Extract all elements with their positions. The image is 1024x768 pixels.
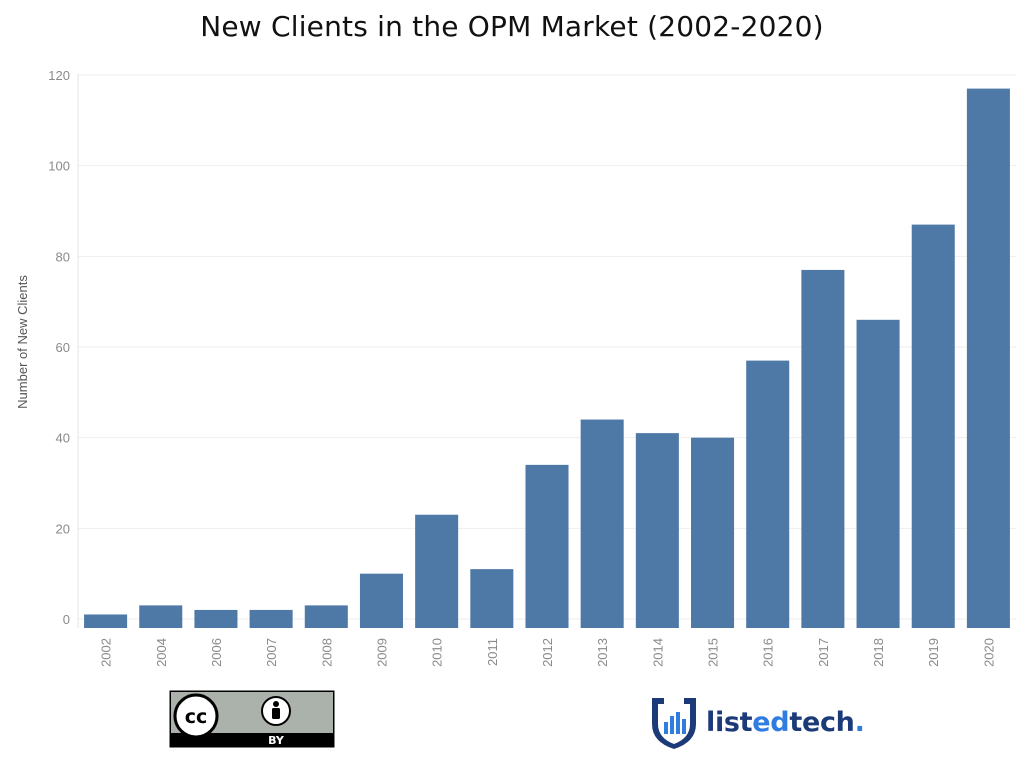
x-tick-label: 2002: [99, 638, 114, 667]
x-tick-label: 2013: [595, 638, 610, 667]
x-tick-label: 2014: [650, 638, 665, 667]
bar-2007: [249, 609, 293, 628]
listedtech-shield-icon: [652, 698, 696, 749]
bar-2010: [415, 514, 459, 628]
bar-2012: [525, 464, 569, 628]
bar-2008: [304, 605, 348, 628]
x-tick-label: 2017: [816, 638, 831, 667]
x-tick-label: 2009: [374, 638, 389, 667]
bar-2018: [856, 319, 900, 628]
listedtech-wordmark: listedtech.: [706, 706, 865, 738]
x-tick-label: 2007: [264, 638, 279, 667]
y-tick-label: 80: [56, 249, 70, 264]
y-tick-label: 100: [48, 159, 70, 174]
bar-2016: [746, 360, 790, 628]
bar-2002: [84, 614, 128, 628]
y-tick-label: 60: [56, 340, 70, 355]
y-tick-label: 120: [48, 68, 70, 83]
x-tick-label: 2018: [871, 638, 886, 667]
svg-text:cc: cc: [185, 706, 208, 728]
cc-by-license-badge: cc BY: [169, 690, 335, 748]
x-tick-label: 2010: [430, 638, 445, 667]
bar-2009: [359, 573, 403, 628]
bar-2019: [911, 224, 955, 628]
bar-2004: [139, 605, 183, 628]
y-tick-label: 20: [56, 521, 70, 536]
x-tick-label: 2004: [154, 638, 169, 667]
x-tick-label: 2019: [926, 638, 941, 667]
y-tick-label: 40: [56, 431, 70, 446]
chart-title: New Clients in the OPM Market (2002-2020…: [200, 10, 824, 43]
x-tick-label: 2008: [319, 638, 334, 667]
x-tick-label: 2016: [761, 638, 776, 667]
y-axis-ticks: 0 20 40 60 80 100 120: [48, 68, 70, 627]
cc-icon: [173, 693, 219, 739]
bar-2017: [801, 269, 845, 628]
y-axis-title: Number of New Clients: [15, 275, 30, 409]
x-tick-label: 2006: [209, 638, 224, 667]
x-tick-label: 2011: [485, 638, 500, 666]
bar-2006: [194, 609, 238, 628]
bar-2020: [966, 88, 1010, 629]
x-tick-label: 2020: [981, 638, 996, 667]
x-tick-label: 2015: [706, 638, 721, 667]
bar-2013: [580, 419, 624, 628]
svg-text:BY: BY: [268, 734, 285, 747]
bar-2015: [691, 437, 735, 628]
y-tick-label: 0: [63, 612, 70, 627]
x-axis-ticks: 2002 2004 2006 2007 2008 2009 2010 2011 2012 2013…: [99, 638, 997, 667]
x-tick-label: 2012: [540, 638, 555, 667]
bar-2014: [635, 433, 679, 628]
bar-2011: [470, 569, 514, 628]
bar-chart: 0 20 40 60 80 100 120 2002 2004 2006 2007 2008 2009…: [15, 68, 1016, 667]
bars: [84, 88, 1010, 629]
listedtech-logo: listedtech.: [648, 694, 865, 750]
